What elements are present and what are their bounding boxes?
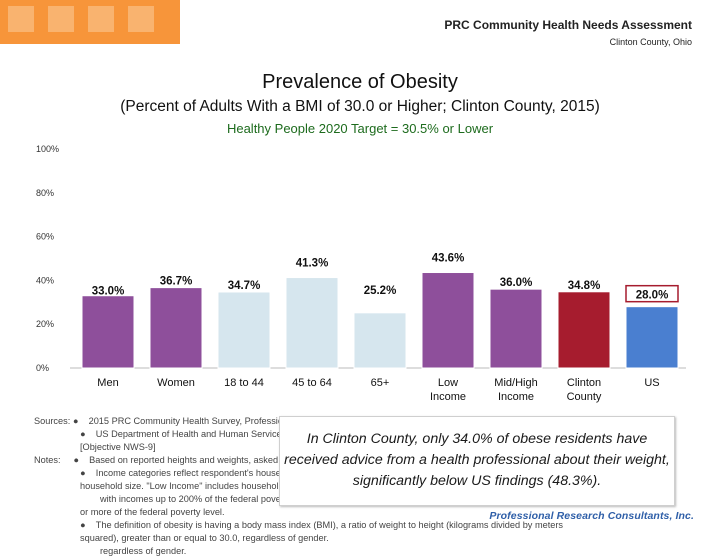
category-label: 18 to 44 [224,377,264,389]
callout-box: In Clinton County, only 34.0% of obese r… [279,416,675,506]
note-3b: squared), greater than or equal to 30.0,… [80,533,329,543]
corner-decoration [0,0,180,44]
bar [149,287,203,369]
y-tick-label: 100% [36,144,59,154]
y-tick-label: 0% [36,363,49,373]
y-tick-label: 40% [36,275,54,285]
note-3-row: ● The definition of obesity is having a … [80,520,564,530]
prc-logo: Professional Research Consultants, Inc. [489,510,694,522]
notes-label: Notes: [34,455,61,465]
value-label: 25.2% [364,285,397,297]
value-label: 28.0% [636,290,669,302]
value-label: 33.0% [92,286,125,298]
category-label: 45 to 64 [292,377,332,389]
source-2b-row: [Objective NWS-9] [34,441,674,454]
note-2d: or more of the federal poverty level. [80,507,225,517]
header-subtitle: Clinton County, Ohio [609,37,692,47]
bar [421,272,475,369]
value-label: 43.6% [432,253,465,265]
note-1: Based on reported heights and weights, a… [89,455,356,465]
category-label: Women [157,377,195,389]
note-3c-row: regardless of gender. [34,545,674,558]
value-label-box [625,284,679,303]
chart-title: Prevalence of Obesity [262,71,458,93]
note-3c: regardless of gender. [100,546,187,556]
header-title: PRC Community Health Needs Assessment [444,18,692,32]
bar [557,291,611,369]
notes-row: Notes: ● Based on reported heights and w… [34,455,356,465]
y-tick-label: 20% [36,319,54,329]
bar [217,291,271,369]
source-2b: [Objective NWS-9] [80,442,156,452]
bar [625,306,679,369]
note-2d-row: or more of the federal poverty level. [34,506,674,519]
note-3b-row: squared), greater than or equal to 30.0,… [34,532,674,545]
bar [81,295,135,369]
category-label: 65+ [371,377,390,389]
category-label: Men [97,377,118,389]
bar [285,277,339,369]
chart-subtitle: (Percent of Adults With a BMI of 30.0 or… [120,98,600,115]
category-label: Low Income [430,377,466,403]
y-tick-label: 80% [36,188,54,198]
value-label: 34.7% [228,280,261,292]
bar [353,312,407,369]
value-label: 41.3% [296,258,329,270]
sources-row: Sources: ● 2015 PRC Community Health Sur… [34,416,452,426]
sources-label: Sources: [34,416,71,426]
value-label: 36.7% [160,276,193,288]
bar [489,288,543,369]
value-label: 36.0% [500,277,533,289]
y-tick-label: 60% [36,232,54,242]
target-label: Healthy People 2020 Target = 30.5% or Lo… [226,121,494,136]
value-label: 34.8% [568,280,601,292]
bar-chart: 100% 80% 60% 40% 20% 0% 33.0% Men 36.7% Women 34.7… [36,144,686,403]
note-3: The definition of obesity is having a bo… [95,520,564,530]
category-label: Mid/High Income [494,377,537,403]
category-label: US [644,377,659,389]
source-1: 2015 PRC Community Health Survey, Profes… [88,416,452,426]
category-label: Clinton County [567,377,602,403]
